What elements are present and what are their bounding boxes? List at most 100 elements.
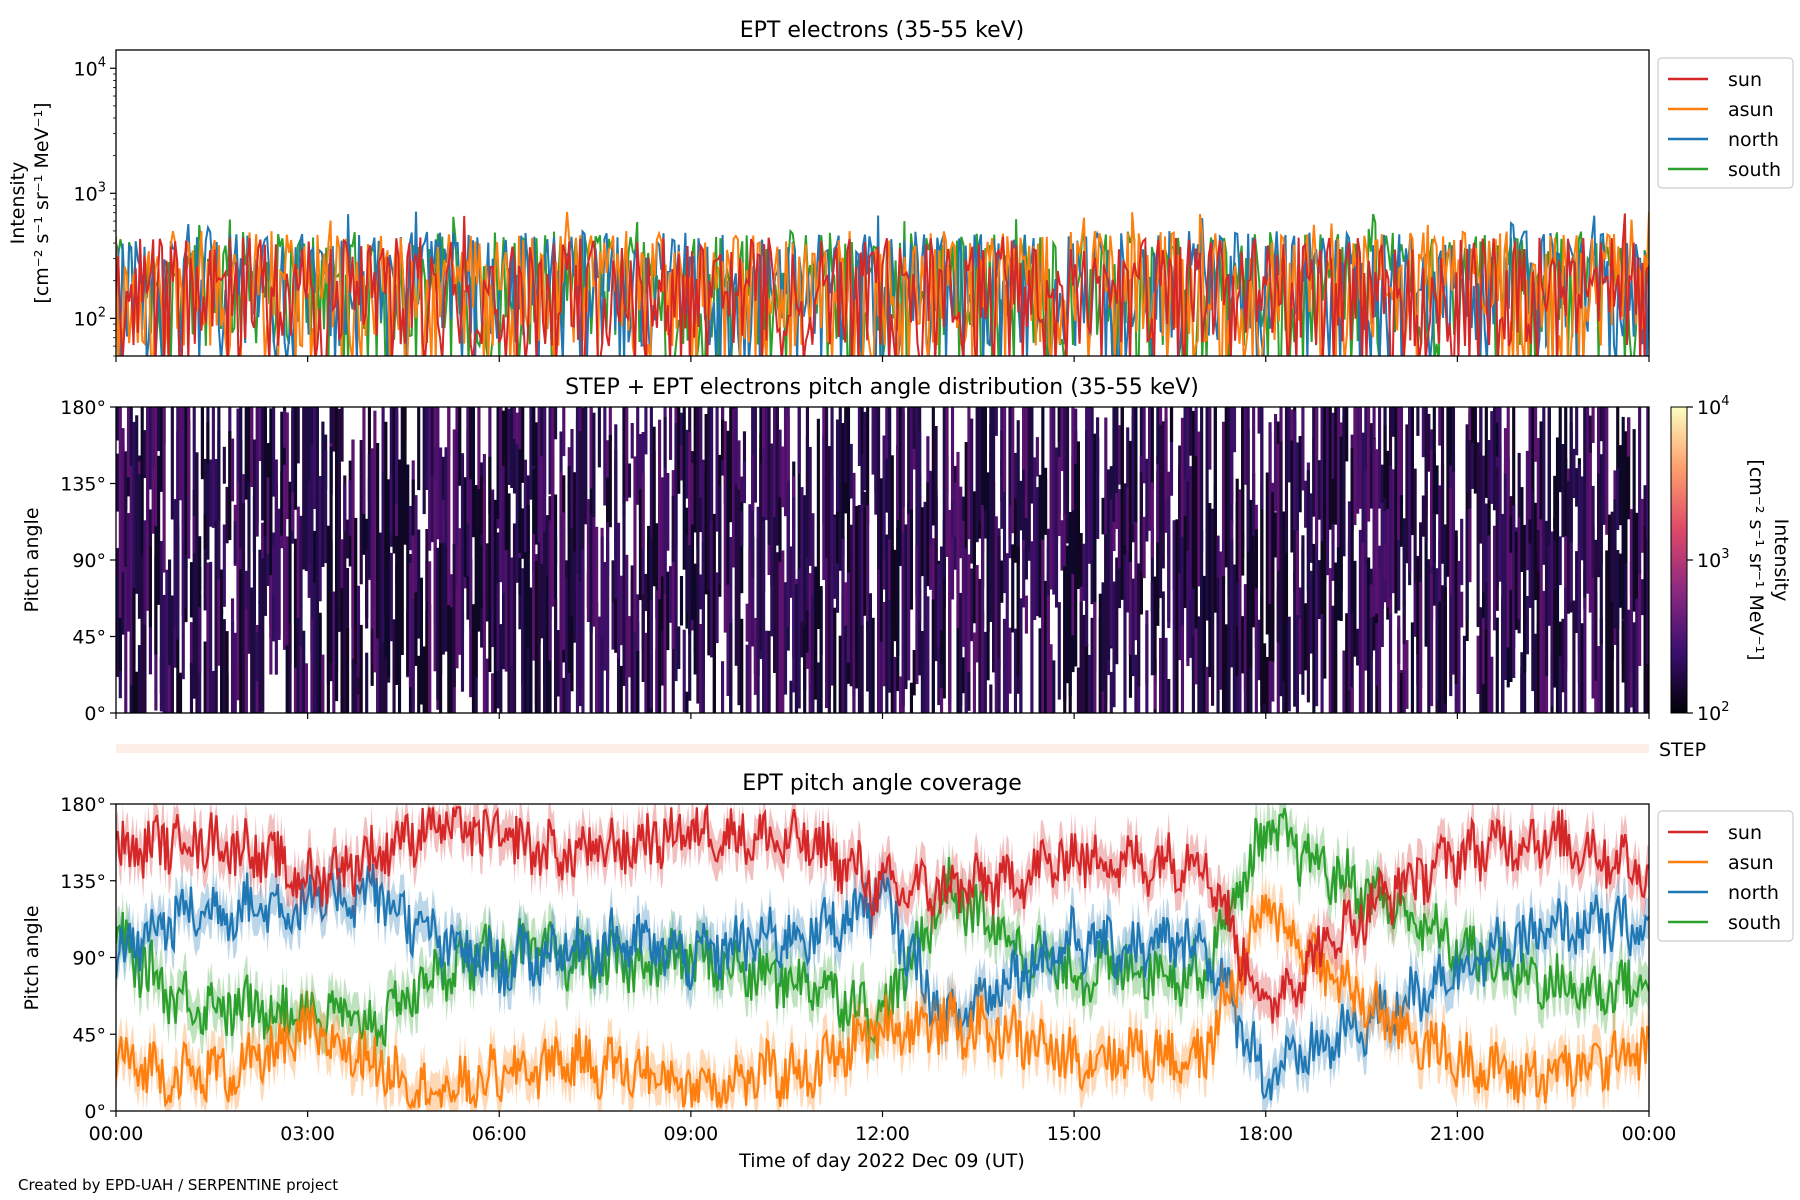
heatmap-cell <box>1235 502 1239 710</box>
heatmap-cell <box>1586 407 1590 594</box>
heatmap-cell <box>679 445 684 481</box>
heatmap-cell <box>630 423 634 459</box>
heatmap-cell <box>261 558 265 711</box>
heatmap-cell <box>789 546 793 598</box>
heatmap-cell <box>1427 413 1431 472</box>
heatmap-cell <box>302 630 306 713</box>
panel2-x-ticks <box>115 713 1650 719</box>
heatmap-cell <box>816 418 820 629</box>
heatmap-cell <box>1599 618 1603 713</box>
heatmap-cell <box>236 481 240 701</box>
heatmap-cell <box>1509 552 1513 590</box>
heatmap-cell <box>1046 547 1050 713</box>
heatmap-cell <box>293 407 298 510</box>
heatmap-cell <box>734 407 738 485</box>
heatmap-cell <box>384 421 388 617</box>
heatmap-cell <box>1156 456 1160 603</box>
heatmap-cell <box>376 608 380 713</box>
heatmap-cell <box>168 559 172 666</box>
heatmap-cell <box>1153 576 1157 684</box>
heatmap-cell <box>1063 566 1067 713</box>
heatmap-cell <box>140 554 144 662</box>
heatmap-cell <box>1369 423 1373 509</box>
heatmap-cell <box>1531 490 1535 692</box>
heatmap-cell <box>1197 616 1201 713</box>
panel2-ylabel: Pitch angle <box>21 507 43 612</box>
heatmap-cell <box>1295 600 1299 713</box>
heatmap-cell <box>1353 560 1357 657</box>
heatmap-cell <box>1221 532 1226 585</box>
heatmap-cell <box>1361 572 1365 713</box>
heatmap-cell <box>419 577 423 705</box>
heatmap-cell <box>222 446 226 484</box>
heatmap-cell <box>1468 508 1472 583</box>
heatmap-cell <box>1413 583 1417 637</box>
heatmap-cell <box>436 407 440 540</box>
heatmap-cell <box>622 407 626 504</box>
heatmap-cell <box>1309 570 1313 654</box>
heatmap-cell <box>1471 442 1475 489</box>
heatmap-cell <box>326 525 330 713</box>
heatmap-cell <box>277 508 281 640</box>
heatmap-cell <box>1057 456 1061 536</box>
heatmap-cell <box>1306 470 1310 591</box>
heatmap-cell <box>280 411 284 536</box>
heatmap-cell <box>384 659 388 713</box>
heatmap-cell <box>244 407 248 500</box>
heatmap-cell <box>178 672 183 713</box>
heatmap-cell <box>751 454 755 511</box>
heatmap-cell <box>351 439 355 659</box>
heatmap-cell <box>1320 407 1324 625</box>
heatmap-cell <box>176 407 180 500</box>
heatmap-cell <box>1139 572 1143 615</box>
y-tick-label: 104 <box>74 55 106 80</box>
panel1-ylabel-line1: Intensity <box>7 162 29 245</box>
heatmap-cell <box>907 407 911 515</box>
heatmap-cell <box>504 407 508 551</box>
heatmap-cell <box>1049 644 1053 713</box>
heatmap-cell <box>1019 598 1023 713</box>
heatmap-cell <box>184 554 188 609</box>
heatmap-cell <box>1002 407 1007 594</box>
heatmap-cell <box>1555 545 1560 713</box>
heatmap-cell <box>545 515 549 577</box>
heatmap-cell <box>1232 564 1237 713</box>
heatmap-cell <box>1200 407 1204 552</box>
heatmap-cell <box>354 664 358 713</box>
heatmap-cell <box>1471 407 1475 475</box>
series-line-asun <box>116 894 1649 1110</box>
heatmap-cell <box>1071 407 1075 511</box>
heatmap-cell <box>192 516 196 554</box>
heatmap-cell <box>1402 670 1406 713</box>
heatmap-cell <box>1284 407 1289 554</box>
heatmap-cell <box>1191 635 1195 713</box>
heatmap-cell <box>1224 407 1228 568</box>
heatmap-cell <box>1399 673 1404 713</box>
heatmap-cell <box>406 464 410 676</box>
heatmap-cell <box>209 561 213 713</box>
heatmap-cell <box>901 407 905 507</box>
heatmap-cell <box>1394 541 1398 586</box>
heatmap-cell <box>1098 593 1102 713</box>
panel1-y-ticks: 102 103 104 <box>74 55 116 357</box>
heatmap-cell <box>1438 601 1442 713</box>
heatmap-cell <box>992 482 996 673</box>
panel3-data <box>116 804 1649 1111</box>
heatmap-cell <box>1235 478 1239 583</box>
heatmap-cell <box>1030 407 1034 504</box>
heatmap-cell <box>901 532 905 706</box>
heatmap-cell <box>1451 544 1456 585</box>
heatmap-cell <box>1142 516 1146 579</box>
heatmap-cell <box>726 430 730 585</box>
legend-label-sun: sun <box>1728 822 1762 844</box>
heatmap-cell <box>1052 407 1056 595</box>
heatmap-cell <box>825 407 829 558</box>
heatmap-cell <box>1476 442 1480 628</box>
series-line-south <box>116 807 1649 1048</box>
heatmap-cell <box>554 537 558 648</box>
heatmap-cell <box>844 419 848 483</box>
heatmap-cell <box>200 407 204 480</box>
heatmap-cell <box>272 407 276 497</box>
heatmap-cell <box>447 407 451 606</box>
heatmap-cell <box>1139 471 1143 614</box>
